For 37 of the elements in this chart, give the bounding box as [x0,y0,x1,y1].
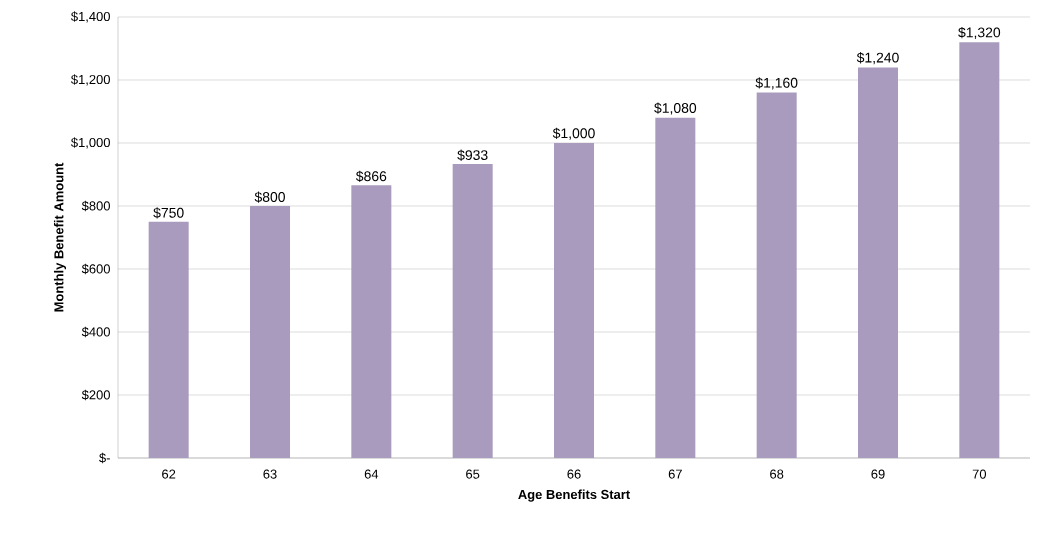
bar [858,67,898,458]
y-tick-label: $800 [81,200,110,212]
data-label: $1,000 [552,127,595,140]
data-label: $933 [457,149,488,161]
x-tick-label: 70 [972,469,987,479]
y-tick-label: $600 [81,263,110,275]
bar [756,92,797,458]
x-tick-label: 66 [567,469,581,479]
data-label: $1,240 [856,52,899,65]
x-axis-title: Age Benefits Start [518,489,630,502]
y-tick-label: $1,000 [71,137,110,149]
bar [554,143,594,458]
x-tick-label: 62 [162,469,176,479]
bar [452,164,493,458]
x-tick-label: 65 [466,469,480,479]
y-tick-label: $400 [81,326,110,338]
data-label: $866 [355,170,387,183]
data-label: $750 [153,207,184,219]
data-label: $1,320 [958,26,1001,39]
bar [148,221,189,458]
y-tick-label: $200 [81,389,110,401]
x-tick-label: 63 [263,469,277,479]
bar [959,42,1000,458]
bar [250,206,290,458]
x-tick-label: 69 [871,469,885,479]
y-axis-title: Monthly Benefit Amount [53,162,67,312]
x-tick-label: 68 [770,469,784,479]
data-label: $1,080 [654,102,697,115]
x-tick-label: 64 [364,469,379,479]
y-tick-label: $1,200 [71,74,110,86]
bar [351,185,392,458]
y-tick-label: $1,400 [71,11,110,23]
y-tick-label: $- [99,452,110,464]
bar [655,117,696,458]
data-label: $1,160 [755,77,798,90]
x-tick-label: 67 [668,469,682,479]
data-label: $800 [254,191,285,203]
